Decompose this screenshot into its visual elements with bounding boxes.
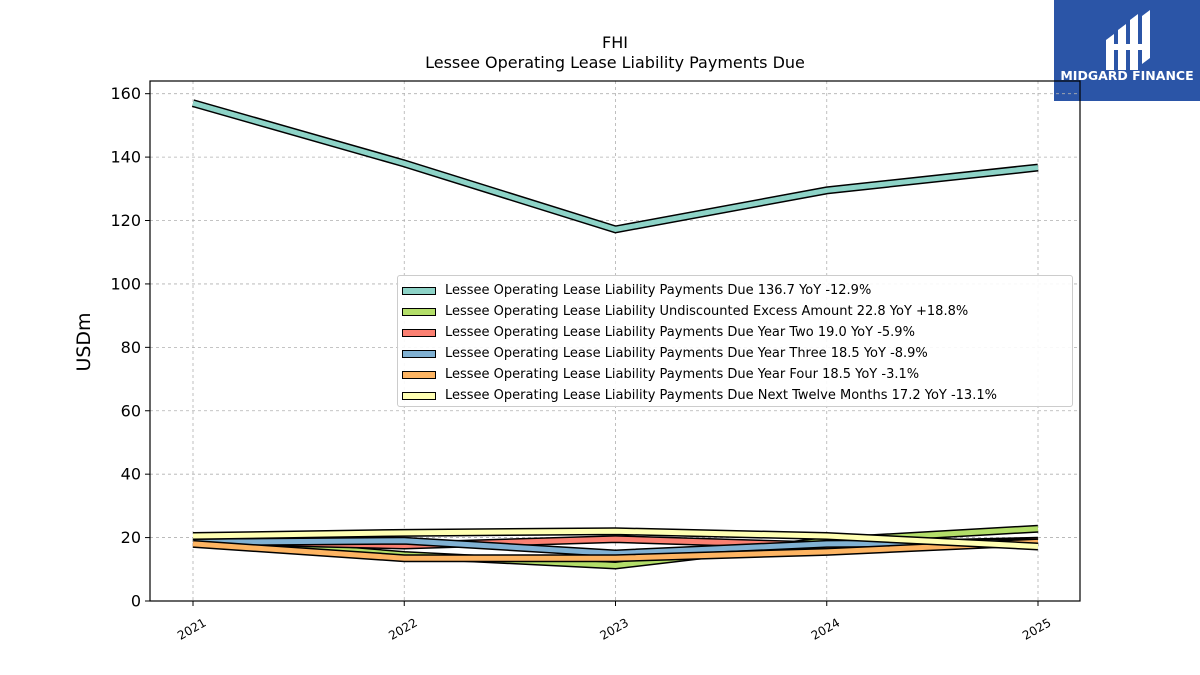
y-tick-label: 120	[110, 211, 141, 230]
y-tick-label: 140	[110, 148, 141, 167]
x-tick-label: 2025	[1020, 615, 1053, 642]
x-tick-label: 2024	[809, 615, 842, 642]
brand-name: MIDGARD FINANCE	[1060, 68, 1194, 83]
legend-item: Lessee Operating Lease Liability Payment…	[398, 364, 1072, 385]
legend-item: Lessee Operating Lease Liability Payment…	[398, 280, 1072, 301]
y-tick-label: 100	[110, 274, 141, 293]
y-tick-label: 60	[121, 401, 141, 420]
legend-label: Lessee Operating Lease Liability Payment…	[445, 283, 872, 298]
series-line	[192, 539, 1039, 561]
series-line	[192, 528, 1039, 549]
series-4	[192, 538, 1039, 563]
y-tick-label: 40	[121, 465, 141, 484]
legend-item: Lessee Operating Lease Liability Payment…	[398, 343, 1072, 364]
legend-label: Lessee Operating Lease Liability Undisco…	[445, 304, 969, 319]
y-tick-label: 80	[121, 338, 141, 357]
legend-item: Lessee Operating Lease Liability Payment…	[398, 385, 1072, 406]
series-5	[192, 527, 1039, 551]
x-tick-label: 2022	[386, 615, 419, 642]
series-0	[191, 99, 1039, 234]
y-tick-label: 20	[121, 528, 141, 547]
chart-title: FHI	[602, 33, 628, 52]
legend-swatch	[402, 349, 436, 358]
legend-swatch	[402, 391, 436, 400]
legend-label: Lessee Operating Lease Liability Payment…	[445, 346, 928, 361]
x-tick-label: 2023	[598, 615, 631, 642]
midgard-finance-logo-icon	[1106, 10, 1150, 70]
x-tick-label: 2021	[175, 615, 208, 642]
legend-swatch	[402, 286, 436, 295]
y-tick-label: 160	[110, 84, 141, 103]
legend-swatch	[402, 328, 436, 337]
legend-label: Lessee Operating Lease Liability Payment…	[445, 325, 915, 340]
y-tick-label: 0	[131, 592, 141, 611]
chart-subtitle: Lessee Operating Lease Liability Payment…	[425, 53, 805, 72]
series-line	[192, 100, 1039, 232]
brand-logo: MIDGARD FINANCE	[1054, 0, 1200, 101]
chart-legend: Lessee Operating Lease Liability Payment…	[397, 275, 1073, 407]
legend-label: Lessee Operating Lease Liability Payment…	[445, 367, 920, 382]
legend-item: Lessee Operating Lease Liability Payment…	[398, 322, 1072, 343]
legend-label: Lessee Operating Lease Liability Payment…	[445, 388, 997, 403]
legend-swatch	[402, 307, 436, 316]
legend-swatch	[402, 370, 436, 379]
legend-item: Lessee Operating Lease Liability Undisco…	[398, 301, 1072, 322]
